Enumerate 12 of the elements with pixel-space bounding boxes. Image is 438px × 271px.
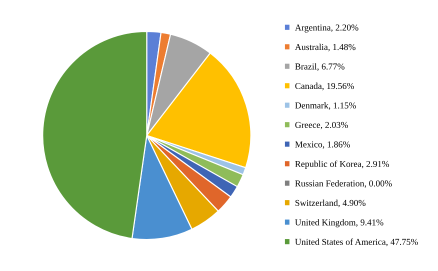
legend-label: Canada, 19.56% [295,82,354,90]
legend-label: Greece, 2.03% [295,122,348,130]
legend-label: Mexico, 1.86% [295,141,350,149]
legend-label: United Kingdom, 9.41% [295,219,384,228]
legend-label: Australia, 1.48% [294,44,356,52]
legend-label: Argentina, 2.20% [294,24,358,32]
legend-label: Switzerland, 4.90% [295,200,366,208]
legend-label: Republic of Korea, 2.91% [295,160,390,169]
legend-label: United States of America, 47.75% [295,238,418,246]
legend-label: Russian Federation, 0.00% [295,180,392,188]
legend-label: Denmark, 1.15% [295,102,356,110]
legend-label: Brazil, 6.77% [295,63,344,71]
